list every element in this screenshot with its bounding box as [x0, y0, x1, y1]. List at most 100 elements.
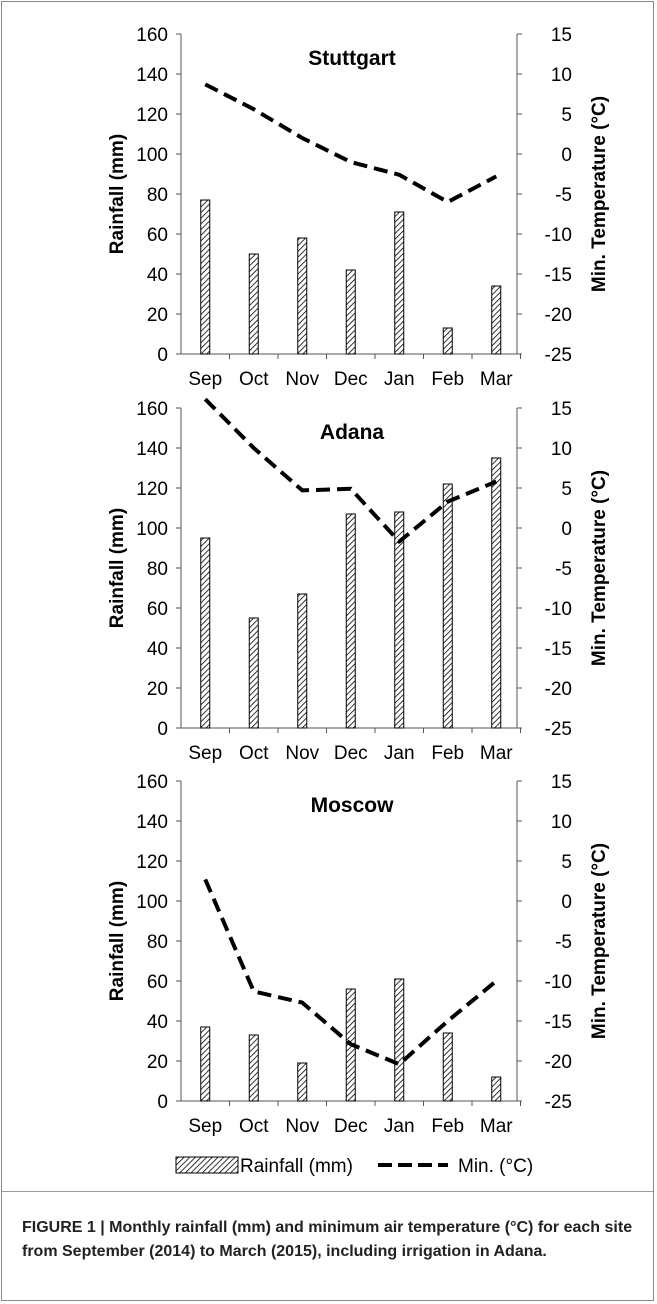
left-y-tick-label: 60	[147, 972, 168, 993]
left-y-tick-label: 140	[136, 812, 168, 833]
right-y-tick-label: -10	[545, 599, 572, 620]
left-y-tick-label: 0	[157, 719, 168, 740]
left-y-tick-label: 100	[136, 892, 168, 913]
rainfall-bar	[442, 483, 453, 729]
left-y-tick-label: 80	[147, 185, 168, 206]
chart-panels: 020406080100120140160-25-20-15-10-505101…	[107, 25, 610, 1137]
panel-title: Adana	[320, 421, 385, 444]
right-y-tick-label: 5	[561, 479, 572, 500]
x-tick-label: Nov	[285, 369, 319, 390]
rainfall-bar	[394, 978, 405, 1102]
right-y-tick-label: 10	[551, 812, 572, 833]
rainfall-bar	[200, 199, 211, 355]
right-y-tick-label: 15	[551, 25, 572, 46]
x-tick-label: Sep	[188, 369, 222, 390]
x-tick-label: Jan	[384, 369, 415, 390]
x-tick-label: Dec	[334, 743, 368, 764]
left-y-tick-label: 140	[136, 65, 168, 86]
right-y-tick-label: -15	[545, 265, 572, 286]
left-y-tick-label: 0	[157, 345, 168, 366]
rainfall-bar	[248, 253, 259, 355]
x-tick-label: Feb	[431, 1116, 464, 1137]
x-tick-label: Mar	[480, 743, 513, 764]
left-y-tick-label: 160	[136, 772, 168, 793]
x-tick-label: Mar	[480, 1116, 513, 1137]
rainfall-bar	[297, 593, 308, 729]
right-y-tick-label: -15	[545, 639, 572, 660]
right-y-tick-label: -20	[545, 679, 572, 700]
x-tick-label: Dec	[334, 369, 368, 390]
x-tick-label: Nov	[285, 1116, 319, 1137]
right-y-tick-label: -20	[545, 305, 572, 326]
right-y-tick-label: 0	[561, 519, 572, 540]
left-y-tick-label: 120	[136, 105, 168, 126]
right-y-tick-label: -5	[555, 932, 572, 953]
rainfall-bar	[248, 1034, 259, 1102]
left-y-tick-label: 0	[157, 1092, 168, 1113]
rainfall-bar	[200, 1026, 211, 1102]
chart-panel-stuttgart: 0 20 40 60 80 100 120 140 160 -25 -20 -15 -10 -5 0 5 10 1…	[107, 25, 610, 390]
legend-line-label: Min. (°C)	[458, 1156, 533, 1177]
x-tick-label: Oct	[239, 743, 269, 764]
rainfall-bar	[491, 1076, 502, 1102]
x-tick-label: Jan	[384, 1116, 415, 1137]
left-y-tick-label: 40	[147, 265, 168, 286]
chart-legend: Rainfall (mm) Min. (°C)	[175, 1156, 533, 1177]
rainfall-bar	[442, 1032, 453, 1102]
right-y-tick-label: 10	[551, 439, 572, 460]
left-y-tick-label: 60	[147, 225, 168, 246]
right-y-tick-label: -25	[545, 345, 572, 366]
x-tick-label: Dec	[334, 1116, 368, 1137]
right-y-tick-label: -25	[545, 1092, 572, 1113]
right-y-tick-label: -5	[555, 559, 572, 580]
left-y-tick-label: 40	[147, 1012, 168, 1033]
right-y-tick-label: -25	[545, 719, 572, 740]
right-y-tick-label: -15	[545, 1012, 572, 1033]
right-y-tick-label: 15	[551, 399, 572, 420]
right-axis-title: Min. Temperature (°C)	[589, 96, 610, 292]
x-tick-label: Oct	[239, 1116, 269, 1137]
rainfall-bar	[491, 457, 502, 729]
left-y-tick-label: 40	[147, 639, 168, 660]
left-y-tick-label: 140	[136, 439, 168, 460]
left-y-tick-label: 60	[147, 599, 168, 620]
left-y-tick-label: 120	[136, 479, 168, 500]
chart-panel-moscow: 0 20 40 60 80 100 120 140 160 -25 -20 -15 -10 -5 0 5 10 1…	[107, 772, 610, 1137]
rainfall-bar	[394, 211, 405, 355]
figure-caption: FIGURE 1 | Monthly rainfall (mm) and min…	[22, 1219, 633, 1260]
min-temperature-line	[203, 397, 498, 544]
x-tick-label: Mar	[480, 369, 513, 390]
left-y-tick-label: 160	[136, 399, 168, 420]
right-y-tick-label: 15	[551, 772, 572, 793]
right-y-tick-label: 0	[561, 145, 572, 166]
x-tick-label: Jan	[384, 743, 415, 764]
x-tick-label: Sep	[188, 1116, 222, 1137]
right-axis-title: Min. Temperature (°C)	[589, 843, 610, 1039]
min-temperature-line	[203, 878, 498, 1067]
left-axis-title: Rainfall (mm)	[107, 134, 128, 254]
x-tick-label: Sep	[188, 743, 222, 764]
left-y-tick-label: 100	[136, 519, 168, 540]
right-y-tick-label: 5	[561, 105, 572, 126]
chart-panel-adana: 0 20 40 60 80 100 120 140 160 -25 -20 -15 -10 -5 0 5 10 1…	[107, 397, 610, 764]
right-y-tick-label: -20	[545, 1052, 572, 1073]
right-y-tick-label: -5	[555, 185, 572, 206]
rainfall-bar	[200, 537, 211, 729]
rainfall-bar	[442, 327, 453, 355]
x-tick-label: Feb	[431, 743, 464, 764]
rainfall-bar	[345, 513, 356, 729]
min-temperature-line	[204, 82, 498, 204]
left-y-tick-label: 80	[147, 932, 168, 953]
right-y-tick-label: 5	[561, 852, 572, 873]
legend-bar-swatch	[175, 1156, 239, 1174]
rainfall-bar	[248, 617, 259, 729]
left-y-tick-label: 160	[136, 25, 168, 46]
left-y-tick-label: 120	[136, 852, 168, 873]
left-y-tick-label: 20	[147, 679, 168, 700]
right-y-tick-label: 0	[561, 892, 572, 913]
rainfall-bar	[297, 237, 308, 355]
rainfall-bar	[491, 285, 502, 355]
left-y-tick-label: 20	[147, 305, 168, 326]
